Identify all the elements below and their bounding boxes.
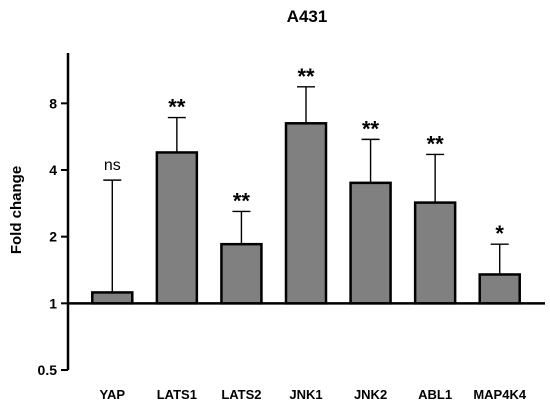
bar xyxy=(284,122,328,305)
y-axis-label: Fold change xyxy=(8,166,25,254)
bar xyxy=(155,151,199,305)
chart-title: A431 xyxy=(287,7,328,26)
bar xyxy=(413,201,457,305)
significance-label: ns xyxy=(104,157,121,174)
significance-label: ** xyxy=(168,95,186,120)
y-tick-label: 0.5 xyxy=(38,362,58,378)
significance-label: ** xyxy=(297,64,315,89)
significance-label: ** xyxy=(233,188,251,213)
y-tick-label: 2 xyxy=(49,229,57,245)
y-tick-label: 8 xyxy=(49,95,57,111)
category-label: JNK1 xyxy=(289,387,322,402)
bar xyxy=(91,291,134,305)
bar xyxy=(349,181,392,305)
bar xyxy=(220,242,263,305)
category-label: MAP4K4 xyxy=(473,387,527,402)
category-label: ABL1 xyxy=(418,387,452,402)
bar xyxy=(478,273,521,305)
category-label: LATS2 xyxy=(221,387,261,402)
category-label: LATS1 xyxy=(157,387,197,402)
category-label: YAP xyxy=(100,387,126,402)
y-tick-label: 4 xyxy=(49,162,57,178)
significance-label: * xyxy=(495,221,504,246)
plot-area: 0.51248nsYAP**LATS1**LATS2**JNK1**JNK2**… xyxy=(38,53,545,402)
significance-label: ** xyxy=(427,131,445,156)
significance-label: ** xyxy=(362,116,380,141)
category-label: JNK2 xyxy=(354,387,387,402)
y-tick-label: 1 xyxy=(49,295,57,311)
